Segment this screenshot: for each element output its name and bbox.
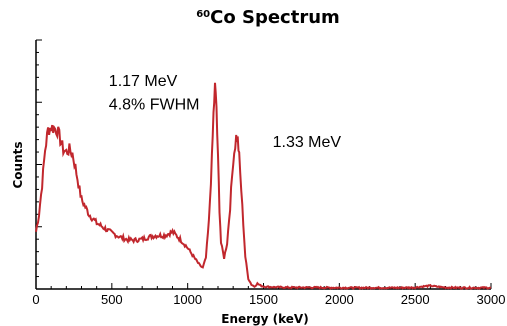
annotation-label: 1.33 MeV: [273, 134, 342, 151]
x-tick-label: 1000: [173, 292, 202, 307]
annotation-label: 1.17 MeV: [109, 73, 178, 90]
x-tick-label: 0: [32, 292, 39, 307]
spectrum-series-line: [35, 82, 492, 290]
x-tick-label: 3000: [477, 292, 506, 307]
chart-title: 60Co Spectrum: [196, 7, 340, 28]
x-tick-labels: 0 500 1000 1500 2000 2500 3000: [32, 292, 505, 307]
tick-marks: [35, 39, 492, 290]
title-superscript: 60: [196, 9, 210, 20]
axes: [35, 40, 491, 290]
x-tick-label: 2000: [325, 292, 354, 307]
x-tick-label: 500: [101, 292, 123, 307]
title-main: Co Spectrum: [210, 7, 340, 28]
x-tick-label: 1500: [249, 292, 278, 307]
x-tick-label: 2500: [401, 292, 430, 307]
annotation-label: 4.8% FWHM: [109, 97, 200, 114]
x-axis-label: Energy (keV): [221, 312, 308, 326]
annotations: 1.17 MeV 4.8% FWHM 1.33 MeV: [109, 73, 342, 151]
y-axis-label: Counts: [11, 141, 25, 188]
